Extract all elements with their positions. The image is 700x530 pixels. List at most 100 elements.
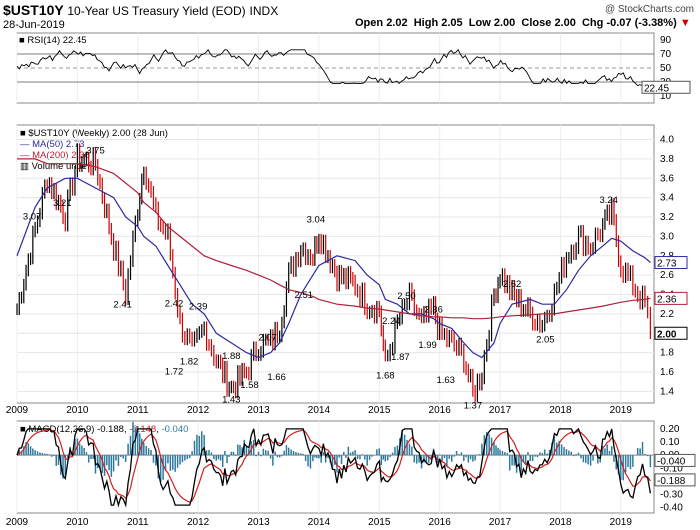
- ma50-line: [16, 177, 651, 359]
- change-value: -0.07 (-3.38%): [606, 17, 677, 29]
- price-annotation: 2.42: [165, 299, 184, 310]
- price-annotation: 2.62: [503, 279, 522, 290]
- price-y-tick: 3.0: [660, 231, 674, 242]
- x-axis-label-bottom: 2009: [6, 517, 29, 528]
- macd-value-tag: -0.188: [657, 476, 686, 487]
- macd-signal-line: [16, 429, 651, 503]
- x-axis-label: 2013: [247, 405, 270, 416]
- x-axis-label: 2017: [489, 405, 512, 416]
- x-axis-label-bottom: 2010: [66, 517, 89, 528]
- price-annotation: 2.24: [382, 316, 401, 327]
- macd-frame: [16, 420, 655, 514]
- quote-date: 28-Jun-2019: [3, 19, 65, 31]
- price-annotation: 3.07: [23, 212, 42, 223]
- price-annotation: 1.82: [180, 357, 199, 368]
- x-axis-label: 2015: [368, 405, 391, 416]
- price-annotation: 3.75: [86, 146, 105, 157]
- macd-y-tick: 0.10: [660, 437, 680, 448]
- ma200-tag-box: [654, 291, 688, 305]
- price-y-tick: 3.2: [660, 212, 674, 223]
- macd-y-tick: -0.40: [660, 503, 683, 514]
- price-annotation: 3.04: [307, 215, 326, 226]
- price-legend: ■ $UST10Y (Weekly) 2.00 (28 Jun) — MA(50…: [20, 128, 168, 172]
- rsi-y-tick: 50: [660, 63, 672, 74]
- price-annotation: 1.87: [391, 352, 410, 363]
- macd-y-tick: -0.30: [660, 490, 683, 501]
- legend-volume: ▥ Volume undef: [20, 161, 90, 172]
- x-axis-label: 2014: [308, 405, 331, 416]
- x-axis-label-bottom: 2018: [549, 517, 572, 528]
- rsi-y-tick: 10: [660, 91, 672, 102]
- x-axis-label: 2012: [187, 405, 210, 416]
- price-y-tick: 3.6: [660, 173, 674, 184]
- price-y-tick: 1.8: [660, 348, 674, 359]
- price-annotation: 2.51: [295, 290, 314, 301]
- price-y-tick: 3.4: [660, 193, 674, 204]
- macd-y-tick: 0.20: [660, 424, 680, 435]
- price-annotation: 1.43: [222, 394, 241, 405]
- description: 10-Year US Treasury Yield (EOD): [67, 4, 246, 18]
- ohlc-summary: Open 2.02 High 2.05 Low 2.00 Close 2.00 …: [355, 17, 691, 29]
- x-axis-label-bottom: 2016: [429, 517, 452, 528]
- price-y-tick: 1.6: [660, 367, 674, 378]
- x-axis-label-bottom: 2012: [187, 517, 210, 528]
- legend-price: ■ $UST10Y (Weekly) 2.00 (28 Jun): [20, 128, 168, 139]
- symbol: $UST10Y: [3, 2, 64, 18]
- price-annotation: 1.99: [418, 340, 437, 351]
- rsi-tag: 22.45: [644, 83, 669, 94]
- x-axis-label: 2009: [6, 405, 29, 416]
- rsi-line: [16, 49, 654, 87]
- price-frame: [16, 124, 655, 404]
- legend-ma200: — MA(200) 2.36: [20, 150, 90, 161]
- ma50-tag: 2.73: [657, 259, 677, 270]
- price-annotation: 2.50: [397, 291, 416, 302]
- x-axis-label: 2011: [127, 405, 149, 416]
- x-axis-label-bottom: 2011: [127, 517, 149, 528]
- price-y-tick: 1.4: [660, 386, 674, 397]
- x-axis-label: 2010: [66, 405, 89, 416]
- macd-value-tag-box: [654, 473, 696, 487]
- x-axis-label-bottom: 2019: [610, 517, 633, 528]
- close-tag-box: [654, 326, 688, 340]
- price-annotation: 1.68: [376, 370, 395, 381]
- x-axis-label-bottom: 2014: [308, 517, 331, 528]
- x-axis-label: 2018: [549, 405, 572, 416]
- price-annotation: 1.88: [222, 351, 241, 362]
- macd-y-tick: -0.10: [660, 463, 683, 474]
- ma200-tag: 2.36: [657, 294, 677, 305]
- price-y-tick: 2.2: [660, 309, 674, 320]
- price-annotation: 2.36: [424, 304, 443, 315]
- rsi-y-tick: 70: [660, 49, 672, 60]
- x-axis-label-bottom: 2013: [247, 517, 270, 528]
- macd-hist-tag: -0.040: [657, 456, 686, 467]
- price-y-tick: 2.6: [660, 270, 674, 281]
- price-annotation: 2.05: [536, 334, 555, 345]
- price-panel: [16, 124, 655, 404]
- rsi-label: ■ RSI(14) 22.45: [19, 35, 87, 46]
- macd-line: [16, 427, 652, 508]
- price-annotation: 1.72: [165, 366, 184, 377]
- high-value: 2.05: [441, 17, 463, 29]
- x-axis-label: 2016: [429, 405, 452, 416]
- chart-title: $UST10Y 10-Year US Treasury Yield (EOD) …: [3, 2, 278, 18]
- price-annotation: 2.41: [113, 300, 132, 311]
- down-arrow-icon: ▼: [679, 17, 691, 29]
- x-axis-label: 2019: [610, 405, 633, 416]
- ma200-line: [17, 158, 651, 320]
- price-annotation: 1.63: [436, 375, 455, 386]
- macd-panel: [16, 420, 655, 514]
- brand[interactable]: @ StockCharts.com: [604, 4, 694, 15]
- open-value: 2.02: [386, 17, 408, 29]
- legend-ma50: — MA(50) 2.73: [20, 139, 84, 150]
- price-annotation: 1.37: [464, 400, 483, 411]
- ma50-tag-box: [654, 256, 688, 270]
- price-bars: [16, 143, 651, 402]
- price-annotation: 2.07: [258, 332, 277, 343]
- price-annotation: 1.58: [240, 380, 259, 391]
- price-annotation: 3.21: [53, 198, 72, 209]
- price-y-tick: 3.8: [660, 154, 674, 165]
- x-axis-label-bottom: 2015: [368, 517, 391, 528]
- price-annotation: 2.39: [189, 301, 208, 312]
- x-axis-label-bottom: 2017: [489, 517, 512, 528]
